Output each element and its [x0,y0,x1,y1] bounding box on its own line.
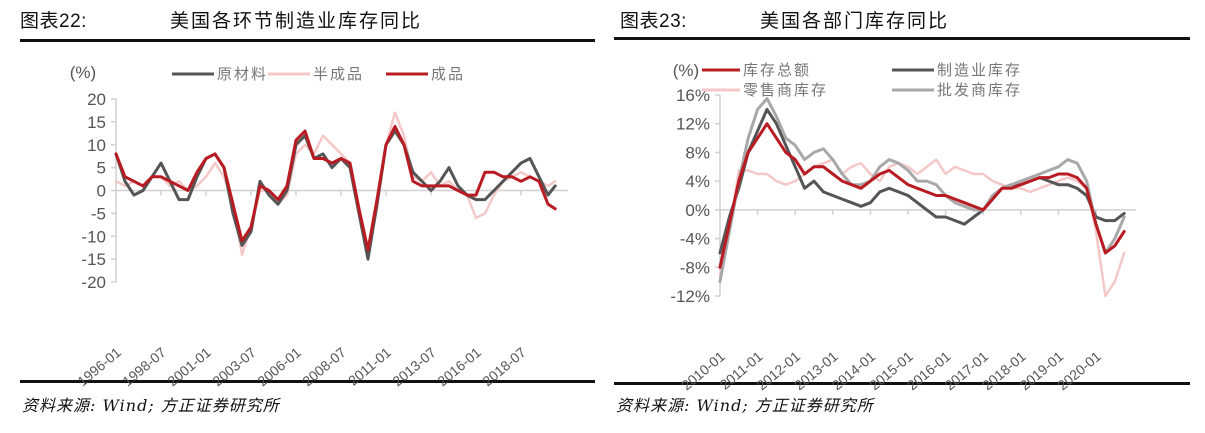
y-tick-label: -4% [680,230,710,249]
y-tick-label: -8% [680,258,710,277]
x-tick-label: 2013-07 [389,344,439,389]
legend-label: 制造业库存 [937,61,1022,79]
left-source-rule [20,380,595,383]
y-tick-label: -20 [81,273,106,292]
x-tick-label: 2003-07 [209,344,259,389]
x-tick-label: 2020-01 [1054,348,1104,393]
legend-label: 库存总额 [743,61,811,79]
y-tick-label: 8% [685,143,710,162]
x-tick-label: 1996-01 [74,344,124,389]
legend-label: 零售商库存 [743,81,828,99]
y-tick-label: -12% [670,287,710,306]
series-line [114,125,557,252]
right-title-rule [614,37,1190,40]
left-figure-label: 图表22: [20,11,87,32]
x-tick-label: 2001-01 [164,344,214,389]
legend-label: 成品 [431,65,465,83]
right-chart-panel: 图表23: 美国各部门库存同比 资料来源: Wind; 方正证券研究所 [600,0,1205,433]
series-line [718,107,1126,255]
y-tick-label: 5 [97,159,106,178]
legend-label: 原材料 [217,65,268,83]
y-tick-label: 0% [685,201,710,220]
x-tick-label: 2016-01 [434,344,484,389]
left-line-chart: 20 15 10 5 0 -5 -10 -15 -20 1996-011998-072001-01… [70,63,568,389]
left-title-rule [20,39,595,42]
x-tick-label: 2018-07 [479,344,529,389]
legend-label: 半成品 [313,65,364,83]
left-source-note: 资料来源: Wind; 方正证券研究所 [22,396,280,415]
legend-label: 批发商库存 [937,81,1022,99]
left-chart-header: 图表22: 美国各环节制造业库存同比 [20,6,420,36]
y-tick-label: 10 [87,136,106,155]
series-line [718,97,1126,284]
right-source-rule [614,382,1190,385]
series-line [718,122,1126,269]
x-tick-label: 2011-01 [345,344,394,389]
right-line-chart: 16%12%8%4%0%-4%-8%-12%2010-012011-012012… [670,61,1136,393]
x-tick-label: 1998-07 [119,344,169,389]
y-tick-label: 16% [676,86,710,105]
right-source-note: 资料来源: Wind; 方正证券研究所 [616,396,874,415]
right-chart-header: 图表23: 美国各部门库存同比 [620,6,947,36]
y-tick-label: -15 [81,250,106,269]
y-tick-label: 15 [87,113,106,132]
y-tick-label: 0 [97,182,106,201]
left-chart-title: 美国各环节制造业库存同比 [170,10,423,32]
series-line [114,129,557,261]
y-tick-label: 20 [87,90,106,109]
y-tick-label: 12% [676,115,710,134]
series-line [114,111,557,256]
y-tick-label: 4% [685,172,710,191]
right-figure-label: 图表23: [620,11,687,32]
y-unit-label: (%) [673,61,699,80]
left-chart-panel: 图表22: 美国各环节制造业库存同比 资料来源: Wind; 方正证券研究所 [0,0,600,433]
series-line [718,158,1126,298]
y-tick-label: -5 [91,204,106,223]
y-tick-label: -10 [81,227,106,246]
right-chart-title: 美国各部门库存同比 [760,10,950,32]
x-tick-label: 2008-07 [299,344,349,389]
x-tick-label: 2006-01 [254,344,304,389]
y-unit-label: (%) [70,63,96,82]
